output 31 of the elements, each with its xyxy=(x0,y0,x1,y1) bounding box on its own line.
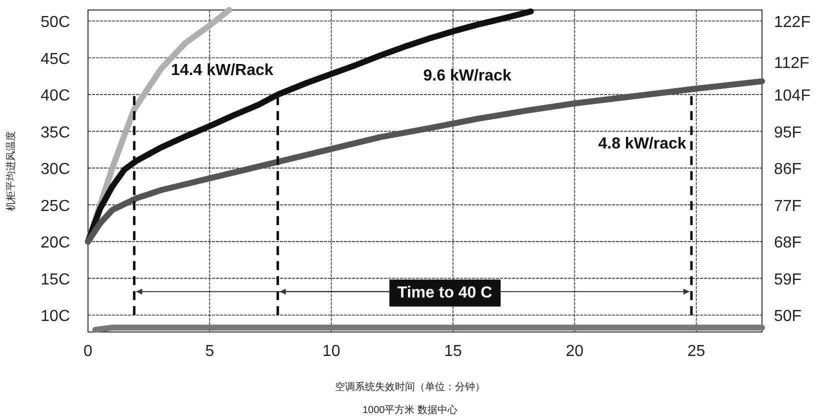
x-tick-label: 0 xyxy=(84,343,93,360)
y-tick-label: 15C xyxy=(40,271,70,288)
x-tick-label: 15 xyxy=(444,343,462,360)
y-tick-label: 30C xyxy=(40,161,70,178)
text: 1000平方米 数据中心 xyxy=(362,405,458,416)
x-tick-label: 5 xyxy=(205,343,214,360)
text: 4.8 kW/rack xyxy=(598,136,686,153)
x-tick-label: 20 xyxy=(566,343,584,360)
y-tick-label: 45C xyxy=(40,50,70,68)
y-tick-label: 40C xyxy=(40,88,70,105)
series-label: 9.6 kW/rack xyxy=(423,68,512,85)
y-tick-label: 35C xyxy=(40,124,70,142)
y2-tick-label: 122F xyxy=(774,14,811,32)
annotation: Time to 40 C xyxy=(397,284,493,302)
y-axis-title: 机柜平均进风温度 xyxy=(5,131,17,211)
y-tick-label: 10C xyxy=(40,308,70,326)
y-tick-label: 50C xyxy=(40,14,70,32)
x-tick-label: 10 xyxy=(322,343,340,360)
y2-tick-label: 112F xyxy=(774,54,810,72)
y2-tick-label: 68F xyxy=(774,234,802,252)
y2-tick-label: 86F xyxy=(774,161,802,178)
y2-tick-label: 77F xyxy=(774,198,802,215)
x-axis-title: 空调系统失效时间（单位：分钟） xyxy=(335,381,485,393)
y-tick-label: 25C xyxy=(40,198,70,215)
x-tick-label: 25 xyxy=(687,343,706,360)
y2-tick-label: 104F xyxy=(774,88,811,105)
y2-tick-label: 50F xyxy=(774,308,802,326)
y2-tick-label: 95F xyxy=(774,124,802,142)
y-tick-label: 20C xyxy=(40,234,70,252)
series-label: 14.4 kW/Rack xyxy=(170,62,274,79)
y2-tick-label: 59F xyxy=(774,271,802,288)
